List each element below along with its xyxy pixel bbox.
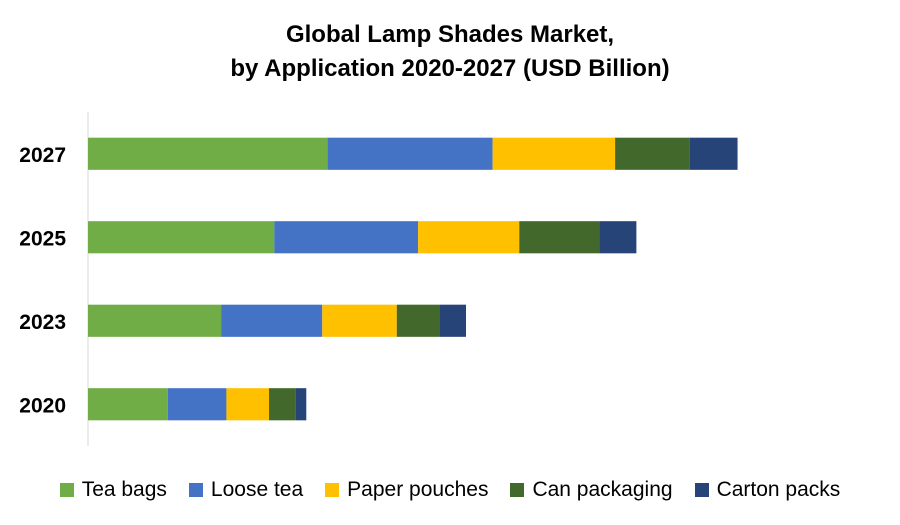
bar-segment-2027-loose-tea <box>327 137 493 170</box>
bar-segment-2020-paper-pouches <box>226 388 270 421</box>
category-label-2025: 2025 <box>19 227 66 250</box>
bar-segment-2023-carton-packs <box>439 304 467 337</box>
legend-label-tea-bags: Tea bags <box>81 478 167 501</box>
legend-swatch-paper-pouches <box>325 483 340 497</box>
legend-label-can-packaging: Can packaging <box>532 478 673 501</box>
category-label-2027: 2027 <box>19 144 66 167</box>
chart-title-line-2: by Application 2020-2027 (USD Billion) <box>230 55 670 82</box>
legend-item-carton-packs: Carton packs <box>694 478 841 502</box>
legend-item-can-packaging: Can packaging <box>510 478 673 502</box>
chart-title-line-1: Global Lamp Shades Market, <box>285 21 615 48</box>
bar-segment-2020-can-packaging <box>269 388 296 421</box>
chart-legend: Tea bags Loose tea Paper pouches Can packag… <box>0 478 900 502</box>
bar-segment-2027-tea-bags <box>88 137 328 170</box>
category-label-2023: 2023 <box>19 311 66 334</box>
bar-segment-2023-tea-bags <box>88 304 222 337</box>
bar-segment-2023-paper-pouches <box>322 304 397 337</box>
bar-segment-2020-loose-tea <box>167 388 227 421</box>
bar-segment-2025-loose-tea <box>274 221 419 254</box>
category-label-2020: 2020 <box>19 394 66 417</box>
bar-segment-2023-loose-tea <box>221 304 323 337</box>
bar-segment-2025-carton-packs <box>599 221 637 254</box>
category-labels: 2027 2025 2023 2020 <box>19 144 66 418</box>
bar-group <box>88 137 738 421</box>
bar-segment-2027-can-packaging <box>615 137 690 170</box>
legend-label-paper-pouches: Paper pouches <box>347 478 489 501</box>
bar-segment-2020-tea-bags <box>88 388 168 421</box>
legend-swatch-can-packaging <box>510 483 525 497</box>
chart-title: Global Lamp Shades Market, by Applicatio… <box>0 18 900 86</box>
bar-segment-2025-tea-bags <box>88 221 275 254</box>
legend-swatch-tea-bags <box>59 483 74 497</box>
legend-label-loose-tea: Loose tea <box>210 478 304 501</box>
bar-segment-2025-paper-pouches <box>418 221 520 254</box>
bar-segment-2020-carton-packs <box>295 388 307 421</box>
legend-item-tea-bags: Tea bags <box>59 478 167 502</box>
legend-item-paper-pouches: Paper pouches <box>325 478 488 502</box>
legend-swatch-loose-tea <box>188 483 203 497</box>
legend-item-loose-tea: Loose tea <box>188 478 304 502</box>
bar-segment-2023-can-packaging <box>396 304 440 337</box>
legend-swatch-carton-packs <box>694 483 709 497</box>
bar-segment-2025-can-packaging <box>519 221 600 254</box>
bar-segment-2027-carton-packs <box>689 137 738 170</box>
bar-segment-2027-paper-pouches <box>492 137 616 170</box>
legend-label-carton-packs: Carton packs <box>716 478 841 501</box>
